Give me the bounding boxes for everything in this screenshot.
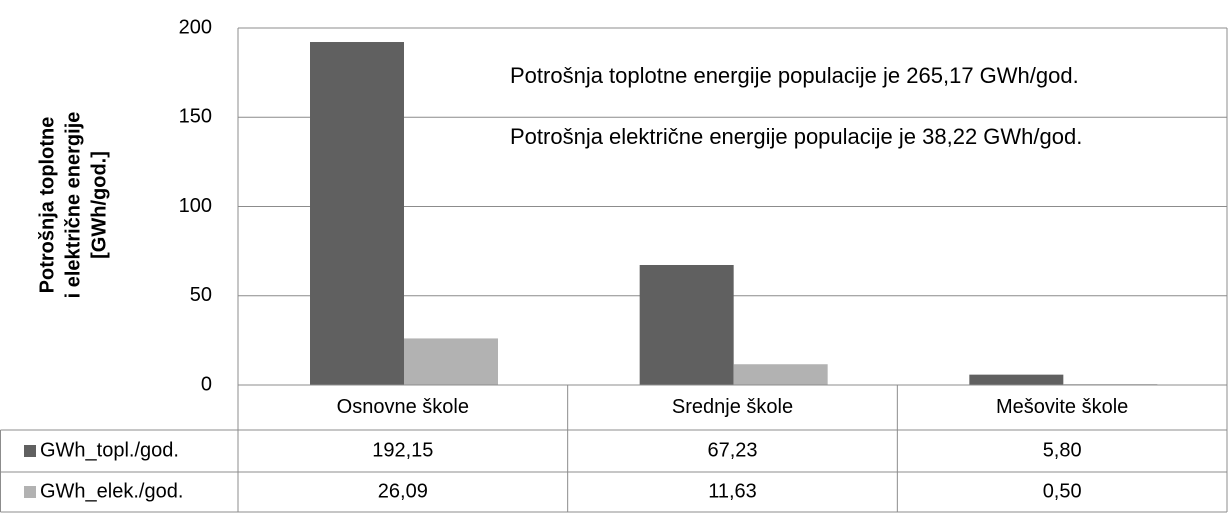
y-axis-label: Potrošnja toplotne [36,117,58,294]
table-value: 192,15 [372,439,433,461]
y-tick-label: 0 [201,373,212,395]
table-value: 5,80 [1043,439,1082,461]
legend-swatch [24,486,36,498]
bar [404,338,498,385]
y-tick-label: 50 [190,284,212,306]
y-tick-label: 200 [179,16,212,38]
legend-label: GWh_topl./god. [40,439,179,461]
table-value: 26,09 [378,480,428,502]
table-value: 0,50 [1043,480,1082,502]
legend-swatch [24,445,36,457]
bar [639,264,734,385]
y-tick-label: 150 [179,106,212,128]
x-tick-label: Mešovite škole [996,396,1128,418]
y-axis-label: i električne energije [62,112,84,299]
annotation: Potrošnja električne energije populacije… [510,124,1082,149]
table-value: 11,63 [708,480,757,502]
table-value: 67,23 [707,439,757,461]
y-tick-label: 100 [179,195,212,217]
x-tick-label: Osnovne škole [337,396,469,418]
x-tick-label: Srednje škole [672,396,793,418]
bar [733,364,828,385]
annotation: Potrošnja toplotne energije populacije j… [510,63,1079,88]
bar [310,42,404,386]
y-axis-label: [GWh/god.] [88,151,110,259]
legend-label: GWh_elek./god. [40,480,183,502]
bar [969,374,1064,385]
